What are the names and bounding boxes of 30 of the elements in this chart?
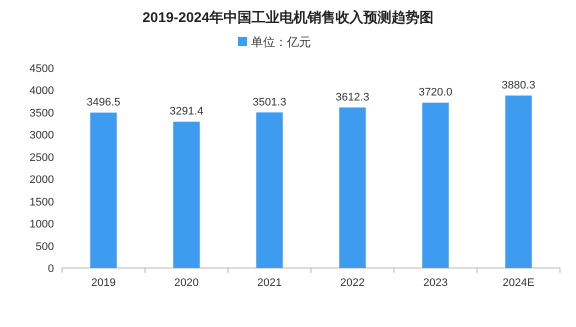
bar: [90, 112, 117, 268]
y-tick-label: 2000: [30, 174, 54, 186]
bar: [256, 112, 283, 268]
x-tick-label: 2024E: [502, 277, 534, 289]
x-tick-label: 2019: [91, 277, 116, 289]
y-tick-label: 1500: [30, 196, 54, 208]
bar: [339, 107, 366, 268]
x-tick-label: 2021: [257, 277, 282, 289]
y-tick-label: 0: [48, 263, 54, 275]
y-tick-label: 1000: [30, 218, 54, 231]
data-label: 3496.5: [86, 96, 120, 109]
y-tick-label: 500: [36, 240, 54, 253]
bar: [422, 102, 449, 268]
x-tick-label: 2022: [340, 277, 365, 289]
chart-title: 2019-2024年中国工业电机销售收入预测趋势图: [142, 9, 434, 25]
data-label: 3291.4: [170, 106, 204, 118]
y-tick-label: 2500: [30, 152, 54, 164]
bar: [173, 122, 200, 268]
data-label: 3880.3: [502, 80, 536, 92]
y-tick-label: 3000: [30, 130, 54, 142]
x-tick-label: 2020: [174, 277, 199, 289]
x-tick-label: 2023: [423, 277, 448, 289]
legend-label: 单位：亿元: [251, 35, 311, 49]
y-tick-label: 4000: [30, 85, 54, 98]
data-label: 3720.0: [418, 86, 452, 99]
y-tick-label: 3500: [30, 107, 54, 120]
data-label: 3612.3: [336, 91, 370, 104]
y-tick-label: 4500: [30, 63, 54, 75]
data-label: 3501.3: [252, 96, 286, 108]
bar: [505, 96, 532, 268]
